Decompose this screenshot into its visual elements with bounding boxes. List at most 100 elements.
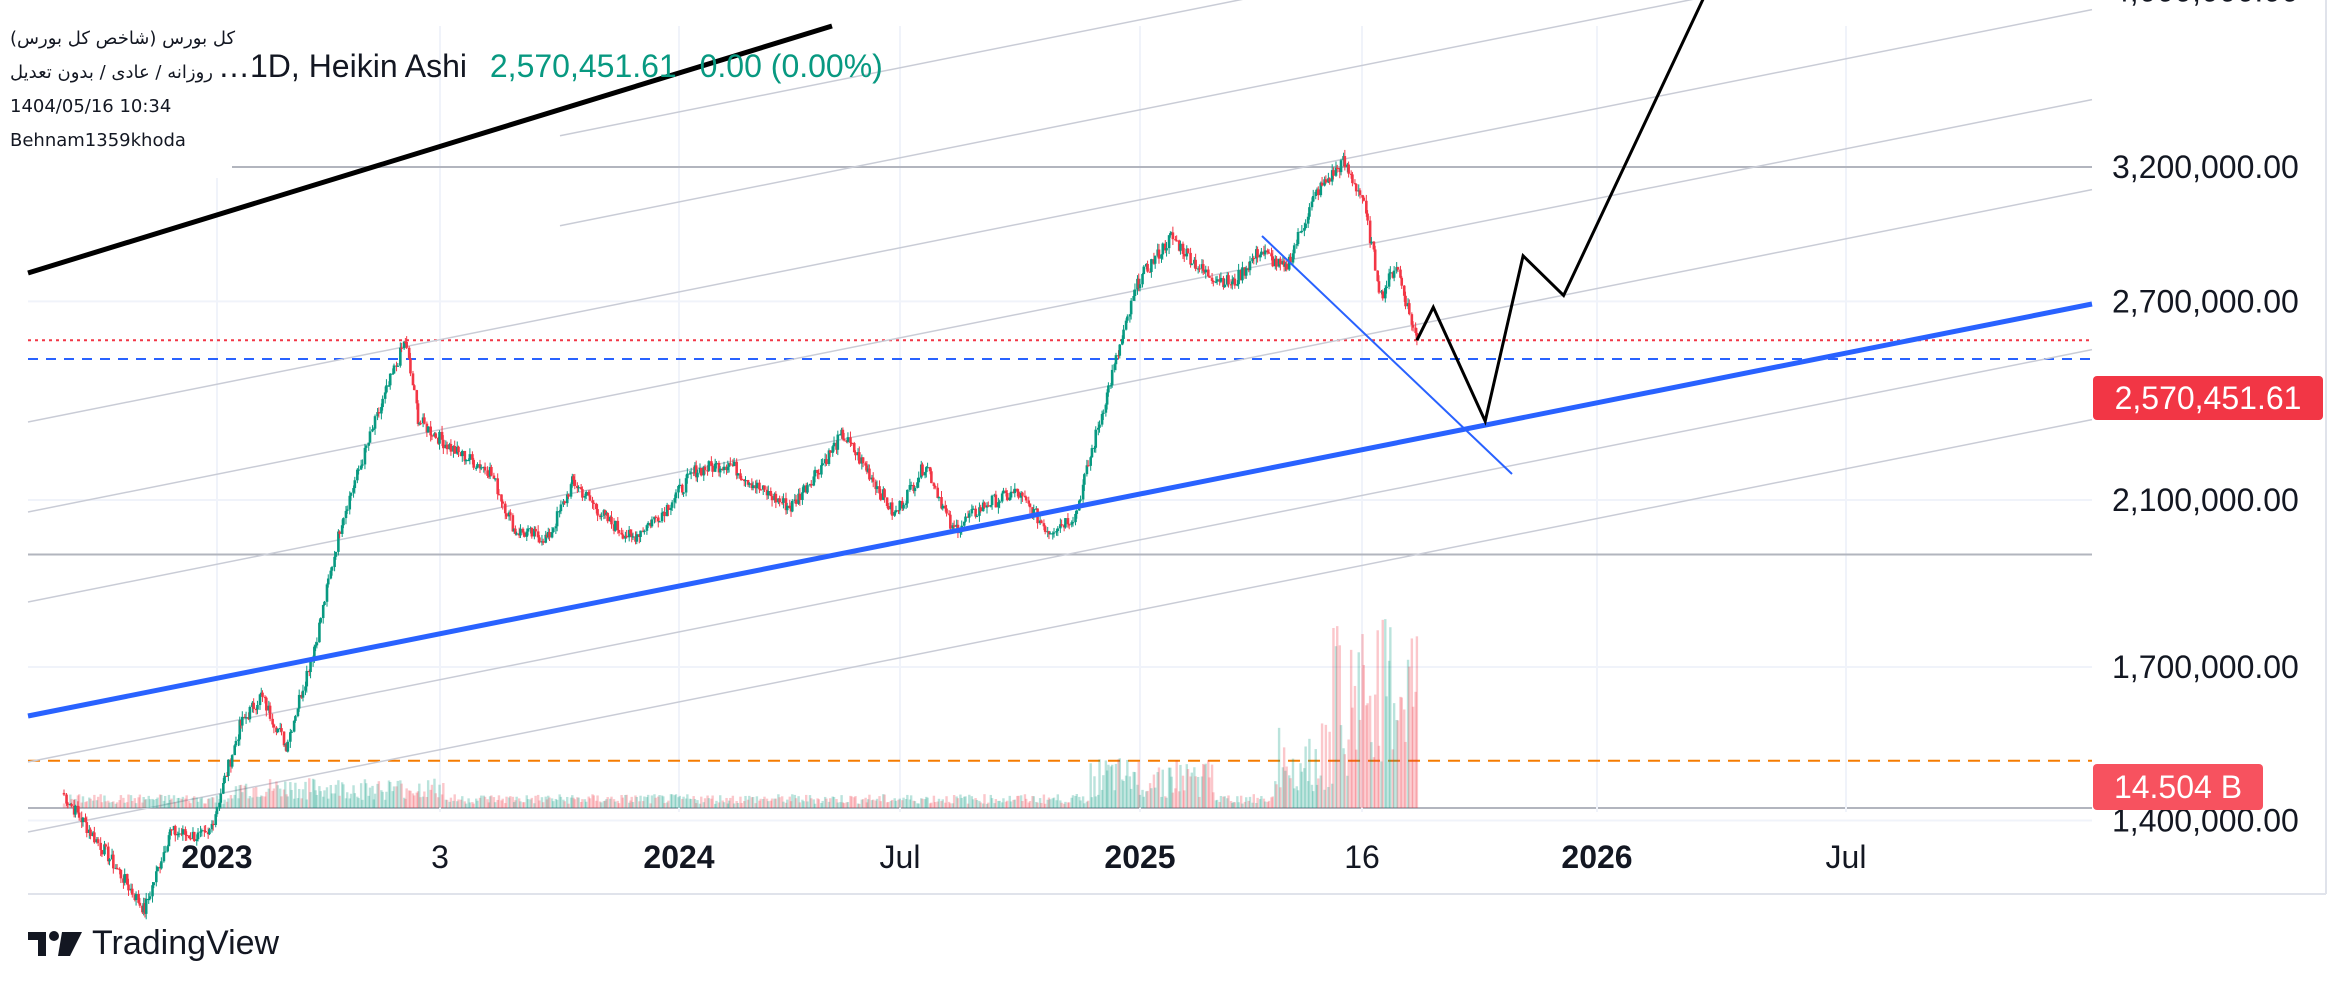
volume-bar [952, 795, 956, 808]
volume-bar [743, 801, 746, 808]
candle-body [1258, 254, 1262, 258]
volume-bar [951, 803, 955, 808]
volume-bar [504, 803, 507, 808]
tradingview-logo[interactable]: TradingView [28, 924, 279, 963]
volume-bar [625, 794, 628, 808]
volume-bar [634, 795, 637, 808]
volume-bar [392, 786, 396, 808]
volume-bar [409, 790, 412, 808]
volume-bar [119, 795, 123, 808]
candle-body [96, 839, 100, 843]
volume-bar [241, 792, 244, 808]
volume-bar [189, 803, 192, 808]
volume-bar [902, 797, 905, 808]
volume-bar [1229, 801, 1233, 808]
volume-bar [978, 800, 981, 808]
volume-bar [212, 797, 215, 808]
volume-bar [258, 796, 262, 808]
candle-body [998, 501, 1001, 503]
candle-body [196, 832, 200, 840]
candle [978, 502, 981, 522]
volume-bar [616, 800, 620, 808]
candle [1163, 240, 1167, 254]
volume-bar [1361, 634, 1364, 808]
candle [66, 801, 70, 809]
candle [170, 829, 173, 836]
candle-body [1223, 284, 1227, 288]
candle [654, 515, 658, 523]
volume-bar [1355, 749, 1358, 808]
volume-bar [667, 800, 670, 808]
volume-bar [566, 796, 569, 808]
volume-bar [309, 792, 312, 808]
candle-body [405, 341, 408, 348]
volume-bar [280, 796, 283, 808]
volume-bar [889, 800, 893, 808]
volume-bar [84, 802, 87, 808]
candle-body [457, 446, 460, 453]
volume-bar [272, 788, 276, 808]
candle-body [497, 494, 501, 496]
volume-bar [1218, 802, 1221, 808]
candle-body [1016, 488, 1019, 492]
volume-bar [413, 795, 416, 808]
volume-bar [653, 794, 656, 808]
candle [809, 480, 813, 488]
candle-body [1150, 259, 1153, 273]
candle-body [440, 431, 444, 440]
candle-body [1067, 524, 1071, 526]
candle [478, 459, 482, 474]
candle [1222, 275, 1225, 290]
volume-bar [463, 801, 467, 808]
candle [1160, 254, 1163, 263]
candle [464, 458, 468, 465]
volume-bar [974, 798, 977, 808]
candle [1408, 299, 1411, 316]
candle [1324, 175, 1328, 185]
candle-body [788, 505, 792, 508]
candle-body [746, 480, 750, 485]
candle-body [726, 466, 730, 471]
volume-bar [1027, 802, 1030, 808]
volume-bar [898, 798, 901, 808]
volume-bar [1157, 767, 1161, 808]
candle [367, 442, 371, 451]
candle [240, 711, 244, 732]
volume-bar [160, 794, 163, 808]
candle-body [595, 503, 598, 510]
candle-body [315, 642, 319, 646]
volume-bar [579, 801, 583, 808]
candle [104, 843, 108, 850]
candle [396, 363, 400, 367]
candle [1392, 266, 1396, 282]
candle-body [112, 854, 115, 869]
volume-bar [1097, 794, 1100, 808]
volume-bar [1300, 771, 1304, 808]
candle [223, 772, 226, 784]
candle-body [137, 894, 140, 903]
candle [1089, 455, 1092, 471]
volume-bar [791, 794, 794, 808]
candle-body [210, 823, 214, 830]
candle [1028, 503, 1032, 514]
candle-body [1358, 190, 1362, 195]
candle [968, 510, 971, 523]
candle [670, 500, 674, 511]
candle [156, 866, 159, 872]
volume-bar [987, 802, 990, 808]
volume-bar [1293, 788, 1296, 808]
volume-bar [252, 787, 255, 808]
candle-body [522, 532, 526, 537]
candle [388, 373, 392, 390]
volume-bar [519, 801, 522, 808]
volume-bar [1094, 796, 1097, 808]
candle [1237, 263, 1240, 289]
candle [345, 505, 349, 514]
volume-bar [874, 800, 877, 808]
volume-bar [1245, 797, 1248, 808]
volume-bar [387, 780, 391, 808]
candle-body [368, 431, 372, 443]
candle-body [325, 584, 329, 602]
candle [144, 892, 148, 920]
